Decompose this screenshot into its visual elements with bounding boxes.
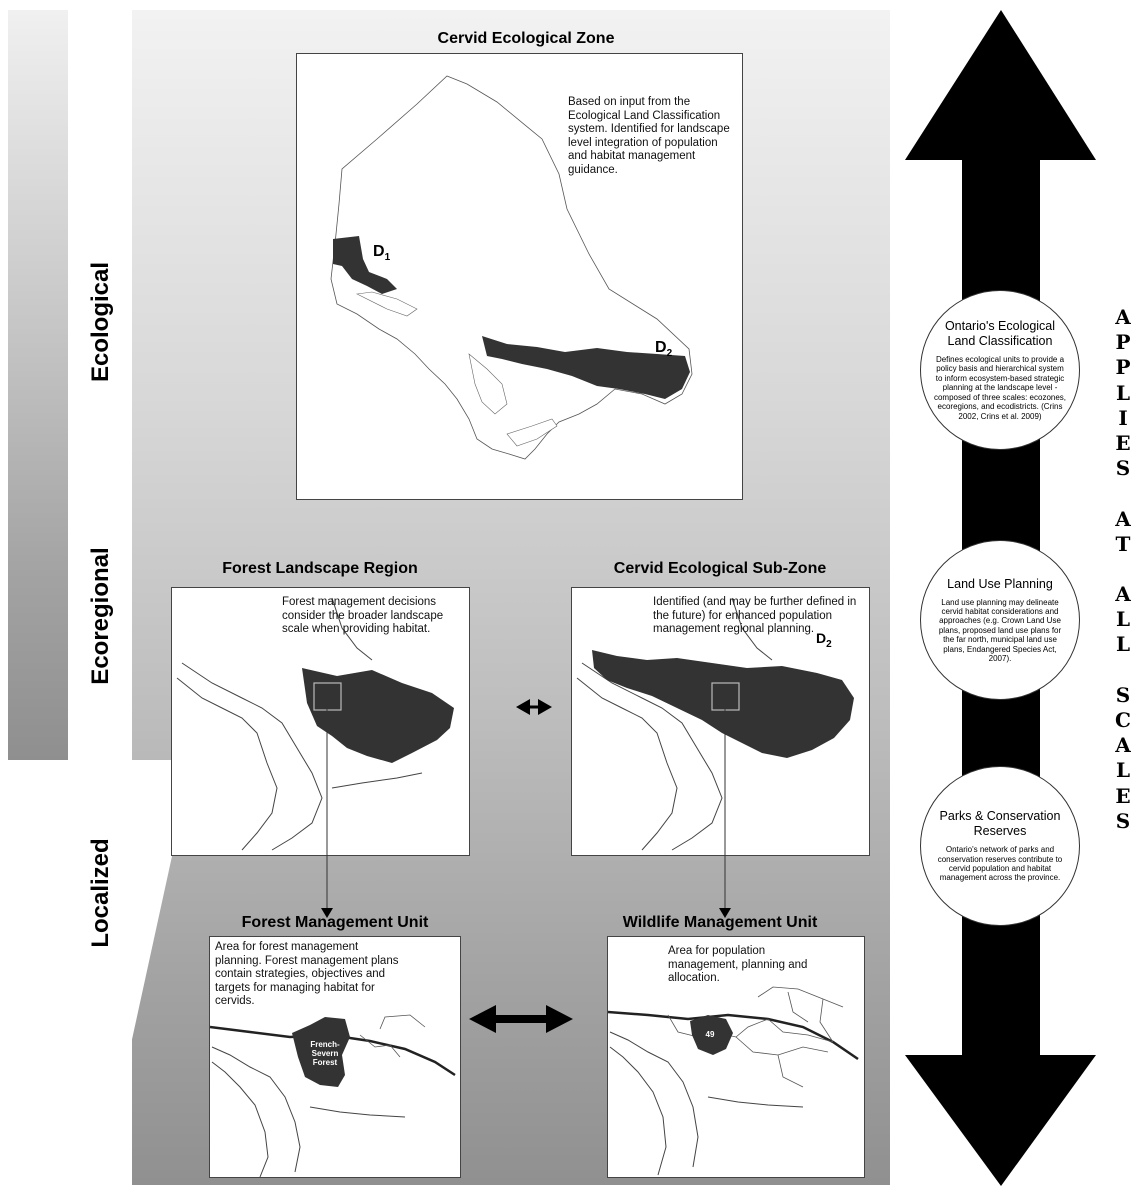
circle-body: Land use planning may delineate cervid h… bbox=[938, 597, 1062, 664]
applies-text-letter: P bbox=[1115, 355, 1131, 380]
map-cervid-subzone: Identified (and may be further defined i… bbox=[571, 587, 870, 856]
applies-text-space bbox=[1108, 658, 1138, 683]
cervid-subzone-map bbox=[576, 597, 854, 851]
panel-title-cervid-zone: Cervid Ecological Zone bbox=[437, 30, 615, 47]
applies-text-letter: T bbox=[1115, 531, 1131, 556]
circle-body: Defines ecological units to provide a po… bbox=[933, 355, 1067, 421]
applies-text-letter: C bbox=[1115, 708, 1131, 732]
applies-text-letter: E bbox=[1115, 430, 1131, 455]
applies-text-letter: A bbox=[1115, 582, 1131, 607]
applies-text-letter: A bbox=[1115, 506, 1131, 531]
circle-title: Land Use Planning bbox=[947, 576, 1053, 591]
map-forest-landscape: Forest management decisions consider the… bbox=[171, 587, 470, 856]
panel-title-wildlife-unit: Wildlife Management Unit bbox=[622, 914, 818, 931]
applies-text-space bbox=[1108, 557, 1138, 582]
description-cervid-zone: Based on input from the Ecological Land … bbox=[568, 96, 730, 176]
scale-label-localized: Localized bbox=[87, 838, 114, 948]
applies-text-letter: L bbox=[1115, 607, 1131, 632]
applies-text-letter: A bbox=[1115, 305, 1131, 329]
description-cervid-subzone: Identified (and may be further defined i… bbox=[653, 596, 857, 635]
label-d1: D1 bbox=[373, 243, 391, 264]
label-d2-subzone: D2 bbox=[816, 630, 832, 650]
applies-text-letter: S bbox=[1115, 456, 1131, 481]
circle-ecological-land-classification: Ontario's Ecological Land Classification… bbox=[920, 290, 1080, 450]
map-wildlife-unit: Area for population management, planning… bbox=[607, 936, 865, 1178]
panel-title-forest-unit: Forest Management Unit bbox=[241, 914, 429, 931]
unit-label-49: 49 bbox=[705, 1030, 715, 1039]
panel-title-forest-landscape: Forest Landscape Region bbox=[222, 560, 418, 577]
panel-title-cervid-subzone: Cervid Ecological Sub-Zone bbox=[613, 560, 827, 577]
circle-title: Ontario's Ecological Land Classification bbox=[944, 319, 1056, 349]
applies-text-letter: S bbox=[1115, 808, 1131, 833]
applies-text-letter: A bbox=[1115, 733, 1131, 758]
applies-text-letter: L bbox=[1115, 632, 1131, 657]
circle-land-use-planning: Land Use Planning Land use planning may … bbox=[920, 540, 1080, 700]
applies-text-letter: L bbox=[1115, 758, 1131, 783]
applies-text-letter: L bbox=[1115, 380, 1131, 405]
forest-landscape-map bbox=[176, 597, 454, 851]
ontario-map bbox=[330, 75, 693, 460]
circle-parks-conservation: Parks & Conservation Reserves Ontario's … bbox=[920, 766, 1080, 926]
map-cervid-zone: Based on input from the Ecological Land … bbox=[296, 53, 743, 500]
forest-unit-map bbox=[210, 1014, 456, 1177]
applies-text-letter: E bbox=[1115, 783, 1131, 808]
applies-text-letter: S bbox=[1115, 682, 1131, 707]
applies-text-letter: I bbox=[1118, 405, 1128, 430]
scale-label-ecological: Ecological bbox=[87, 261, 114, 383]
unit-label-french-severn: French- Severn Forest bbox=[310, 1040, 340, 1067]
description-forest-unit: Area for forest management planning. For… bbox=[215, 941, 399, 1007]
applies-text-letter: P bbox=[1115, 330, 1131, 355]
scale-strip bbox=[8, 10, 68, 760]
wildlife-unit-map bbox=[608, 986, 859, 1176]
circle-body: Ontario's network of parks and conservat… bbox=[937, 845, 1063, 883]
scale-down-arrow bbox=[8, 10, 193, 1186]
scale-label-ecoregional: Ecoregional bbox=[87, 547, 114, 685]
description-forest-landscape: Forest management decisions consider the… bbox=[282, 596, 444, 635]
applies-text-space bbox=[1108, 481, 1138, 506]
description-wildlife-unit: Area for population management, planning… bbox=[668, 945, 808, 984]
circle-title: Parks & Conservation Reserves bbox=[939, 809, 1061, 839]
map-forest-unit: Area for forest management planning. For… bbox=[209, 936, 461, 1178]
label-d2: D2 bbox=[655, 339, 673, 360]
